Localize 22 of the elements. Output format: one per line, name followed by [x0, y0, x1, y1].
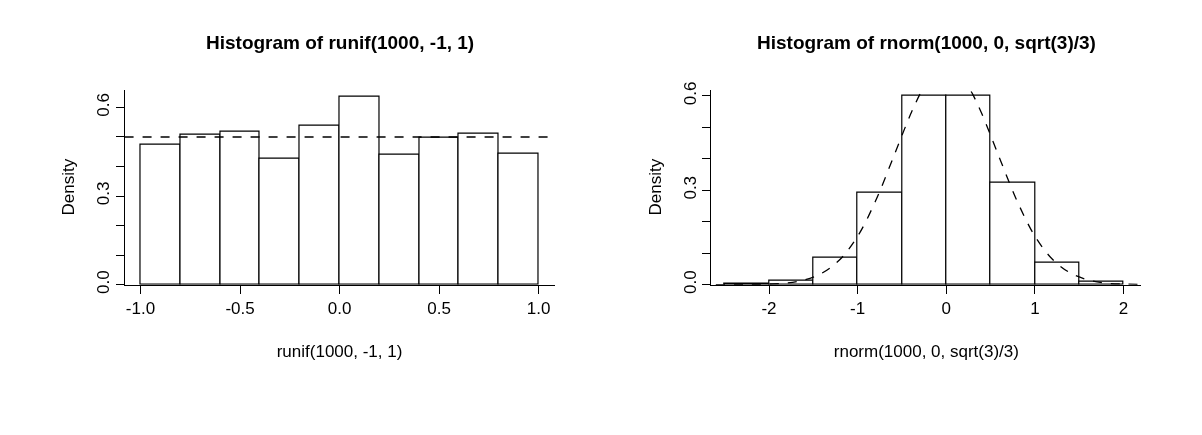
- y-tick-label: 0.3: [93, 181, 113, 206]
- y-tick-label: 0.0: [93, 270, 113, 294]
- y-axis-title: Density: [646, 158, 666, 216]
- x-tick-label: -2: [761, 299, 777, 319]
- y-tick-label: 0.0: [680, 270, 700, 294]
- x-tick-label: -1: [850, 299, 866, 319]
- y-axis-title: Density: [59, 158, 79, 216]
- x-tick-label: 1.0: [526, 299, 551, 319]
- x-tick-label: 0.0: [327, 299, 352, 319]
- chart-title: Histogram of runif(1000, -1, 1): [206, 32, 475, 53]
- x-tick-label: 1: [1030, 299, 1040, 319]
- x-tick-label: 0: [941, 299, 952, 319]
- x-axis-title: rnorm(1000, 0, sqrt(3)/3): [833, 342, 1019, 362]
- chart-title: Histogram of rnorm(1000, 0, sqrt(3)/3): [757, 32, 1096, 53]
- y-tick-label: 0.3: [680, 175, 700, 200]
- x-tick-label: 2: [1118, 299, 1129, 319]
- y-tick-label: 0.6: [680, 81, 700, 106]
- y-tick-label: 0.6: [93, 93, 113, 117]
- x-tick-label: -0.5: [225, 299, 255, 319]
- x-tick-label: -1.0: [125, 299, 156, 319]
- x-tick-label: 0.5: [427, 299, 451, 319]
- x-axis-title: runif(1000, -1, 1): [276, 342, 403, 362]
